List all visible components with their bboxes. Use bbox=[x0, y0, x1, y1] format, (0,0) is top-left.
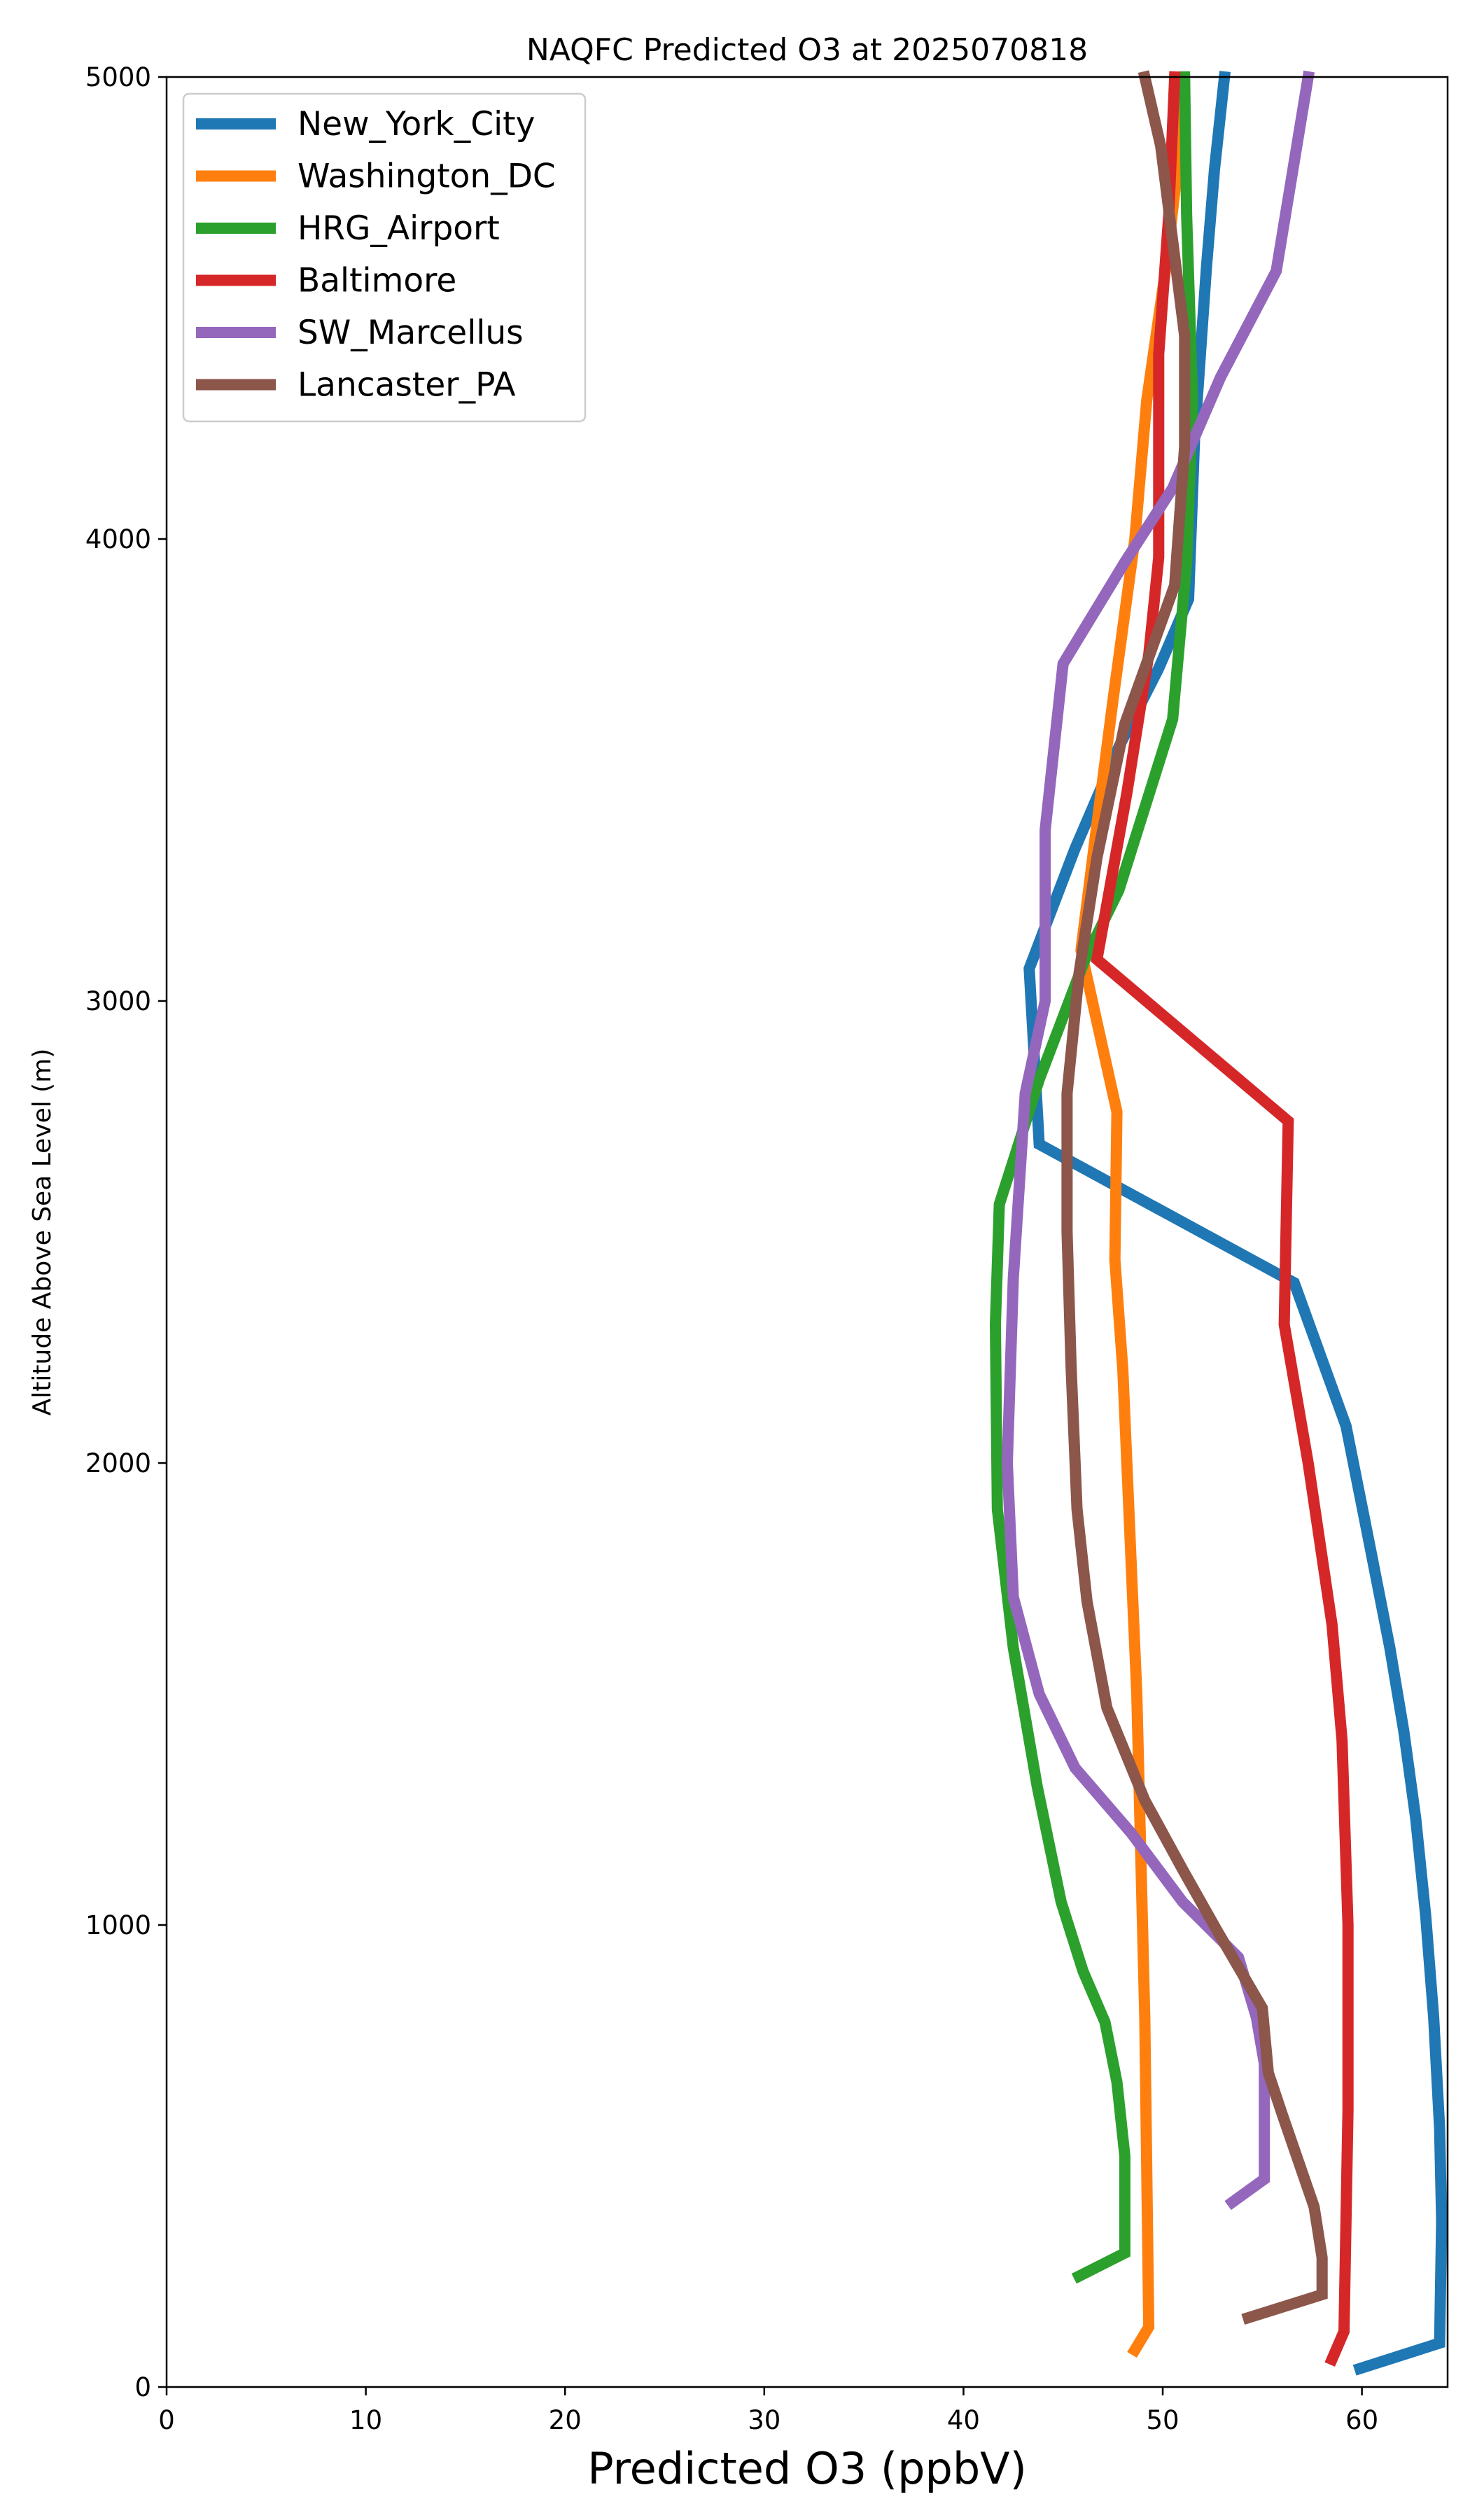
y-tick-label: 1000 bbox=[85, 1910, 151, 1940]
legend-label: SW_Marcellus bbox=[298, 314, 524, 352]
legend-label: Lancaster_PA bbox=[298, 366, 516, 405]
x-tick-label: 20 bbox=[549, 2405, 582, 2435]
x-tick-label: 0 bbox=[158, 2405, 175, 2435]
x-axis: 0 10 20 30 40 50 60 bbox=[158, 2387, 1378, 2435]
series-line-new-york-city bbox=[1023, 71, 1448, 2376]
legend-label: Washington_DC bbox=[298, 158, 556, 196]
plot-frame bbox=[165, 76, 1449, 2388]
y-tick-label: 0 bbox=[134, 2372, 151, 2402]
x-axis-label: Predicted O3 (ppbV) bbox=[587, 2443, 1027, 2494]
y-tick-label: 5000 bbox=[85, 62, 151, 92]
x-tick-label: 50 bbox=[1146, 2405, 1179, 2435]
x-tick-label: 30 bbox=[748, 2405, 780, 2435]
y-tick-label: 2000 bbox=[85, 1448, 151, 1478]
series-line-hrg-airport bbox=[989, 71, 1198, 2284]
x-tick-label: 60 bbox=[1345, 2405, 1378, 2435]
y-tick-label: 3000 bbox=[85, 986, 151, 1016]
y-tick-label: 4000 bbox=[85, 524, 151, 554]
legend-label: Baltimore bbox=[298, 262, 456, 300]
y-axis-label: Altitude Above Sea Level (m) bbox=[28, 1049, 57, 1416]
legend-frame bbox=[182, 92, 587, 423]
series-line-lancaster-pa bbox=[1061, 70, 1328, 2325]
series-line-baltimore bbox=[1091, 71, 1354, 2367]
plot-area bbox=[989, 70, 1448, 2376]
legend-label: HRG_Airport bbox=[298, 209, 500, 248]
legend-label: New_York_City bbox=[298, 105, 535, 144]
chart-title: NAQFC Predicted O3 at 2025070818 bbox=[526, 32, 1088, 68]
x-tick-label: 40 bbox=[947, 2405, 980, 2435]
legend: New_York_City Washington_DC HRG_Airport Bal… bbox=[182, 92, 587, 423]
x-tick-label: 10 bbox=[349, 2405, 382, 2435]
y-axis: 0 1000 2000 3000 4000 5000 bbox=[85, 62, 167, 2402]
